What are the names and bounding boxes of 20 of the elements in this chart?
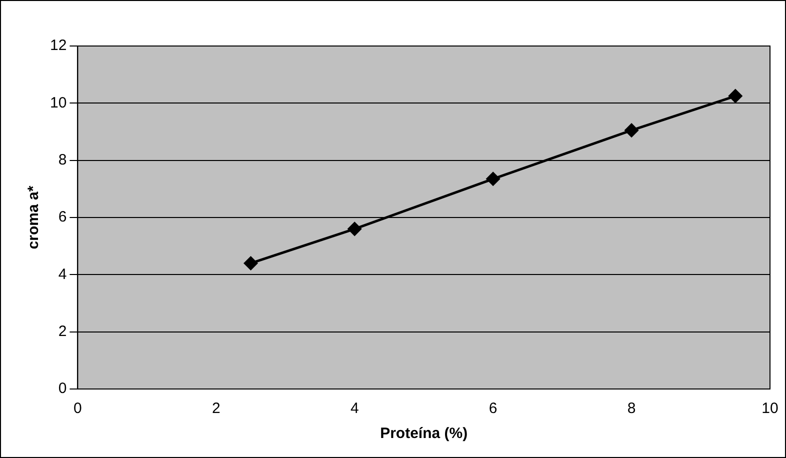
y-tick-label: 2 <box>58 322 67 340</box>
y-tick-label: 6 <box>58 208 67 226</box>
x-tick-label: 2 <box>212 400 220 418</box>
point <box>244 256 258 270</box>
y-axis-title: croma a* <box>25 186 42 250</box>
x-axis-title: Proteína (%) <box>380 425 468 442</box>
x-tick-label: 8 <box>627 400 636 418</box>
y-tick-label: 10 <box>50 94 67 112</box>
y-tick-label: 8 <box>58 151 67 168</box>
point <box>486 172 500 186</box>
x-tick-label: 6 <box>488 400 498 418</box>
y-tick-label: 4 <box>58 266 67 283</box>
point <box>348 222 362 236</box>
point <box>728 89 742 103</box>
y-tick-label: 0 <box>58 380 67 398</box>
x-tick-label: 0 <box>74 400 82 418</box>
point <box>624 124 638 138</box>
y-tick-label: 12 <box>50 37 67 54</box>
x-tick-label: 10 <box>762 400 778 418</box>
x-tick-label: 4 <box>350 400 359 418</box>
